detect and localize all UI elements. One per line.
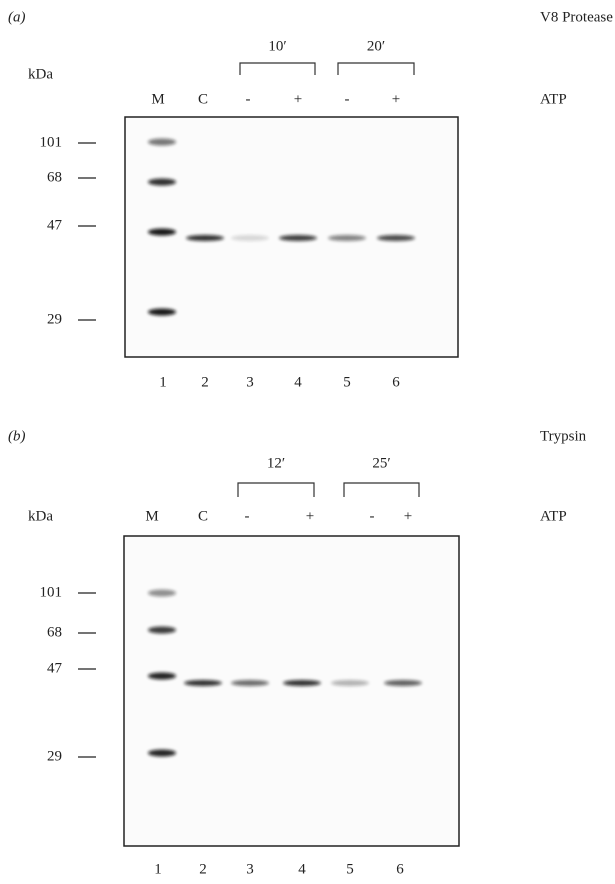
marker-label: 68 [47, 169, 62, 185]
lane-number: 4 [298, 861, 306, 877]
lane-number: 5 [343, 374, 351, 390]
lane-number: 2 [201, 374, 209, 390]
marker-band [148, 672, 176, 680]
time-bracket [343, 482, 420, 497]
protein-band [231, 235, 269, 241]
lane-number: 4 [294, 374, 302, 390]
gel [123, 535, 460, 847]
atp-label: ATP [540, 91, 567, 107]
marker-band [148, 626, 176, 634]
marker-label: 47 [47, 660, 63, 676]
kda-label: kDa [28, 508, 53, 524]
marker-band [148, 138, 176, 146]
marker-band [148, 308, 176, 316]
lane-number: 6 [392, 374, 400, 390]
marker-label: 101 [40, 584, 63, 600]
lane-number: 2 [199, 861, 207, 877]
protein-band [231, 680, 269, 686]
lane-number: 5 [346, 861, 354, 877]
lane-header: M [145, 508, 158, 524]
marker-label: 29 [47, 748, 62, 764]
protein-band [328, 235, 366, 241]
lane-header: + [404, 508, 412, 524]
time-label: 25′ [372, 455, 390, 471]
time-label: 10′ [268, 38, 286, 54]
lane-header: C [198, 91, 208, 107]
panel-label: (a) [8, 9, 26, 25]
time-bracket [337, 62, 415, 75]
lane-number: 6 [396, 861, 404, 877]
protein-band [279, 235, 317, 241]
marker-label: 101 [40, 134, 63, 150]
lane-number: 3 [246, 861, 254, 877]
lane-number: 3 [246, 374, 254, 390]
time-bracket [237, 482, 315, 497]
protein-band [283, 680, 321, 686]
lane-header: C [198, 508, 208, 524]
treatment-label: V8 Protease [540, 9, 613, 25]
lane-header: - [245, 508, 250, 524]
protein-band [377, 235, 415, 241]
lane-header: - [345, 91, 350, 107]
kda-label: kDa [28, 66, 53, 82]
time-bracket [239, 62, 316, 75]
marker-label: 29 [47, 311, 62, 327]
lane-header: M [151, 91, 164, 107]
protein-band [331, 680, 369, 686]
lane-header: - [246, 91, 251, 107]
marker-band [148, 589, 176, 597]
protein-band [384, 680, 422, 686]
lane-number: 1 [159, 374, 167, 390]
lane-header: - [370, 508, 375, 524]
marker-label: 68 [47, 624, 62, 640]
lane-header: + [294, 91, 302, 107]
protein-band [184, 680, 222, 686]
treatment-label: Trypsin [540, 428, 587, 444]
lane-header: + [392, 91, 400, 107]
lane-header: + [306, 508, 314, 524]
time-label: 12′ [267, 455, 285, 471]
time-label: 20′ [367, 38, 385, 54]
panel-label: (b) [8, 428, 26, 444]
marker-label: 47 [47, 217, 63, 233]
protein-band [186, 235, 224, 241]
lane-number: 1 [154, 861, 162, 877]
atp-label: ATP [540, 508, 567, 524]
marker-band [148, 749, 176, 757]
marker-band [148, 178, 176, 186]
marker-band [148, 228, 176, 236]
